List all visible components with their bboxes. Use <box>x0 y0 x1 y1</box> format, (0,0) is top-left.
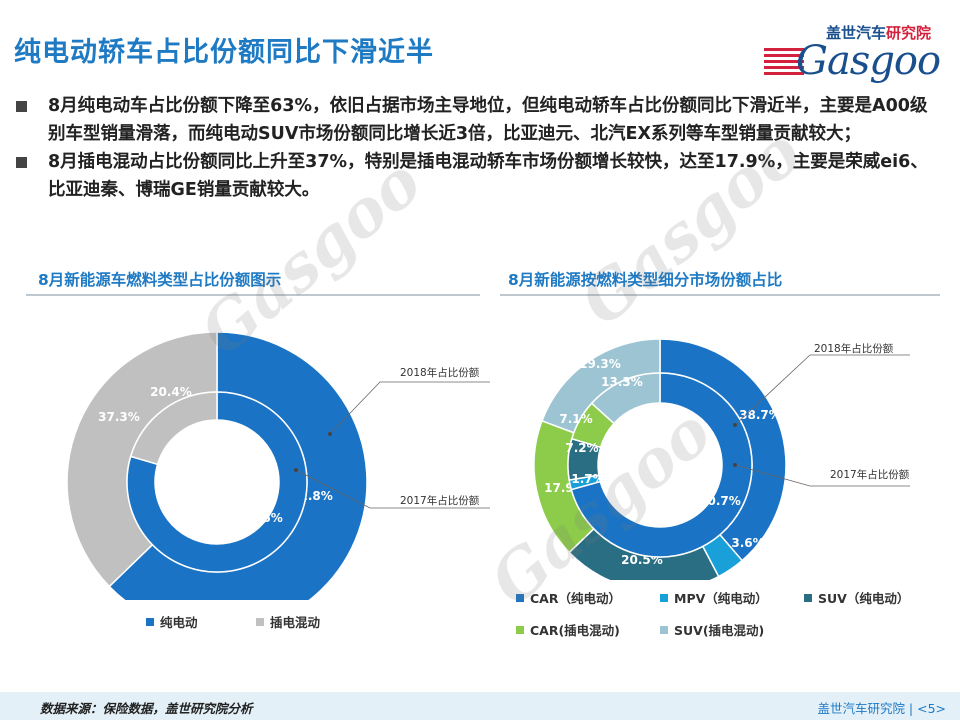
data-label: 37.3% <box>98 410 140 424</box>
data-label: 7.2% <box>565 441 598 455</box>
leader-dot <box>328 432 332 436</box>
donut-slice-inner-1 <box>129 391 218 466</box>
logo-stripes-icon <box>764 48 804 78</box>
annotation-label: 2017年占比份额 <box>830 468 910 481</box>
section-title-left: 8月新能源车燃料类型占比份额图示 <box>38 271 282 289</box>
leader-line <box>734 354 910 426</box>
gasgoo-logo: 盖世汽车研究院 Gasgoo <box>756 22 946 86</box>
data-label: 79.6% <box>241 511 283 525</box>
leader-line <box>734 464 910 487</box>
data-label: 7.1% <box>559 412 592 426</box>
leader-line <box>295 469 490 509</box>
page-title: 纯电动轿车占比份额同比下滑近半 <box>14 37 434 68</box>
annotation-label: 2018年占比份额 <box>814 342 894 355</box>
data-label: 70.7% <box>699 494 741 508</box>
legend-swatch <box>516 593 524 602</box>
divider <box>500 294 940 296</box>
annotation-label: 2018年占比份额 <box>400 366 480 379</box>
donut-slice-inner-0 <box>570 372 753 558</box>
legend-swatch <box>660 625 668 634</box>
data-label: 13.3% <box>601 375 643 389</box>
footer: 数据来源：保险数据，盖世研究院分析 盖世汽车研究院 | <5> <box>0 692 960 720</box>
legend-swatch <box>146 617 154 626</box>
legend-item: MPV（纯电动） <box>660 588 768 607</box>
legend-item: 插电混动 <box>256 612 320 631</box>
legend-item: SUV(插电混动) <box>660 620 764 639</box>
bullet-item: 8月纯电动车占比份额下降至63%，依旧占据市场主导地位，但纯电动轿车占比份额同比… <box>14 92 944 148</box>
donut-slice-inner-4 <box>590 372 661 425</box>
donut-slice-inner-0 <box>126 391 308 573</box>
annotation-label: 2017年占比份额 <box>400 494 480 507</box>
data-label: 19.3% <box>579 357 621 371</box>
data-label: 20.4% <box>150 385 192 399</box>
legend-swatch <box>660 593 668 602</box>
chart-segment-share: 38.7%3.6%20.5%17.9%19.3%70.7%1.7%7.2%7.1… <box>533 338 910 580</box>
bullet-square-icon <box>16 101 27 112</box>
leader-dot <box>733 463 737 467</box>
bullet-square-icon <box>16 157 27 168</box>
data-label: 3.6% <box>731 536 764 550</box>
bullet-list: 8月纯电动车占比份额下降至63%，依旧占据市场主导地位，但纯电动轿车占比份额同比… <box>14 92 944 204</box>
legend-swatch <box>516 625 524 634</box>
leader-line <box>329 381 490 435</box>
section-title-right: 8月新能源按燃料类型细分市场份额占比 <box>508 271 783 289</box>
legend-swatch <box>804 593 812 602</box>
legend-item: 纯电动 <box>146 612 198 631</box>
legend-item: CAR(插电混动) <box>516 620 620 639</box>
data-label: 1.7% <box>571 472 604 486</box>
page-footer-org: 盖世汽车研究院 | <5> <box>817 701 946 716</box>
data-source: 数据来源：保险数据，盖世研究院分析 <box>40 701 253 716</box>
leader-dot <box>294 468 298 472</box>
logo-en: Gasgoo <box>796 38 941 84</box>
legend-item: CAR（纯电动） <box>516 588 621 607</box>
bullet-item: 8月插电混动占比份额同比上升至37%，特别是插电混动轿车市场份额增长较快，达至1… <box>14 148 944 204</box>
divider <box>26 294 480 296</box>
legend-swatch <box>256 617 264 626</box>
logo-cn: 盖世汽车研究院 <box>826 24 932 42</box>
leader-dot <box>733 423 737 427</box>
legend-item: SUV（纯电动） <box>804 588 909 607</box>
